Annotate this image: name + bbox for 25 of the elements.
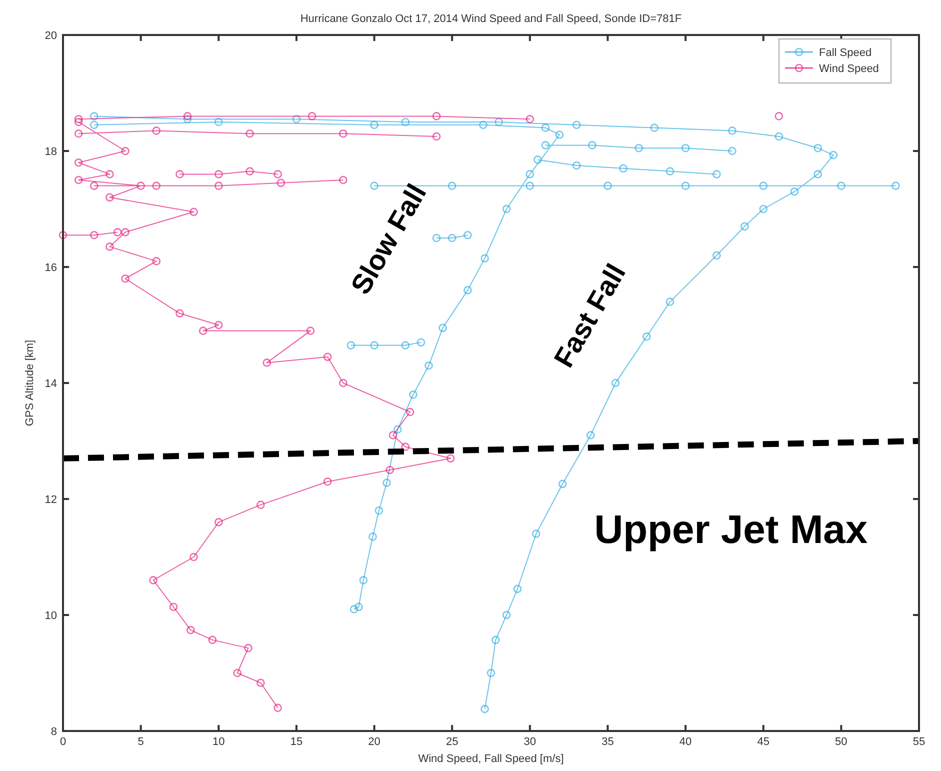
x-tick-label: 10 bbox=[212, 736, 225, 748]
y-tick-label: 20 bbox=[44, 30, 57, 42]
x-tick-label: 15 bbox=[290, 736, 303, 748]
annotation: Upper Jet Max bbox=[594, 508, 868, 552]
x-tick-label: 5 bbox=[138, 736, 144, 748]
x-axis-title: Wind Speed, Fall Speed [m/s] bbox=[418, 753, 564, 765]
x-tick-label: 50 bbox=[835, 736, 848, 748]
y-tick-label: 14 bbox=[44, 378, 57, 390]
y-tick-label: 10 bbox=[44, 610, 57, 622]
y-tick-label: 8 bbox=[50, 726, 57, 738]
x-tick-label: 45 bbox=[757, 736, 770, 748]
x-tick-label: 55 bbox=[912, 736, 926, 748]
x-tick-label: 35 bbox=[602, 736, 614, 748]
legend-label: Fall Speed bbox=[819, 47, 872, 59]
x-tick-label: 30 bbox=[524, 736, 536, 748]
x-tick-label: 0 bbox=[60, 736, 66, 748]
x-tick-label: 20 bbox=[368, 736, 380, 748]
y-axis-title: GPS Altitude [km] bbox=[24, 340, 36, 426]
x-tick-label: 40 bbox=[679, 736, 692, 748]
legend-label: Wind Speed bbox=[819, 63, 879, 75]
x-tick-label: 25 bbox=[446, 736, 458, 748]
y-tick-label: 16 bbox=[44, 262, 57, 274]
y-tick-label: 12 bbox=[44, 494, 57, 506]
y-tick-label: 18 bbox=[44, 146, 57, 158]
chart-title: Hurricane Gonzalo Oct 17, 2014 Wind Speed and Fall Speed, Sonde ID=781F bbox=[300, 13, 682, 25]
